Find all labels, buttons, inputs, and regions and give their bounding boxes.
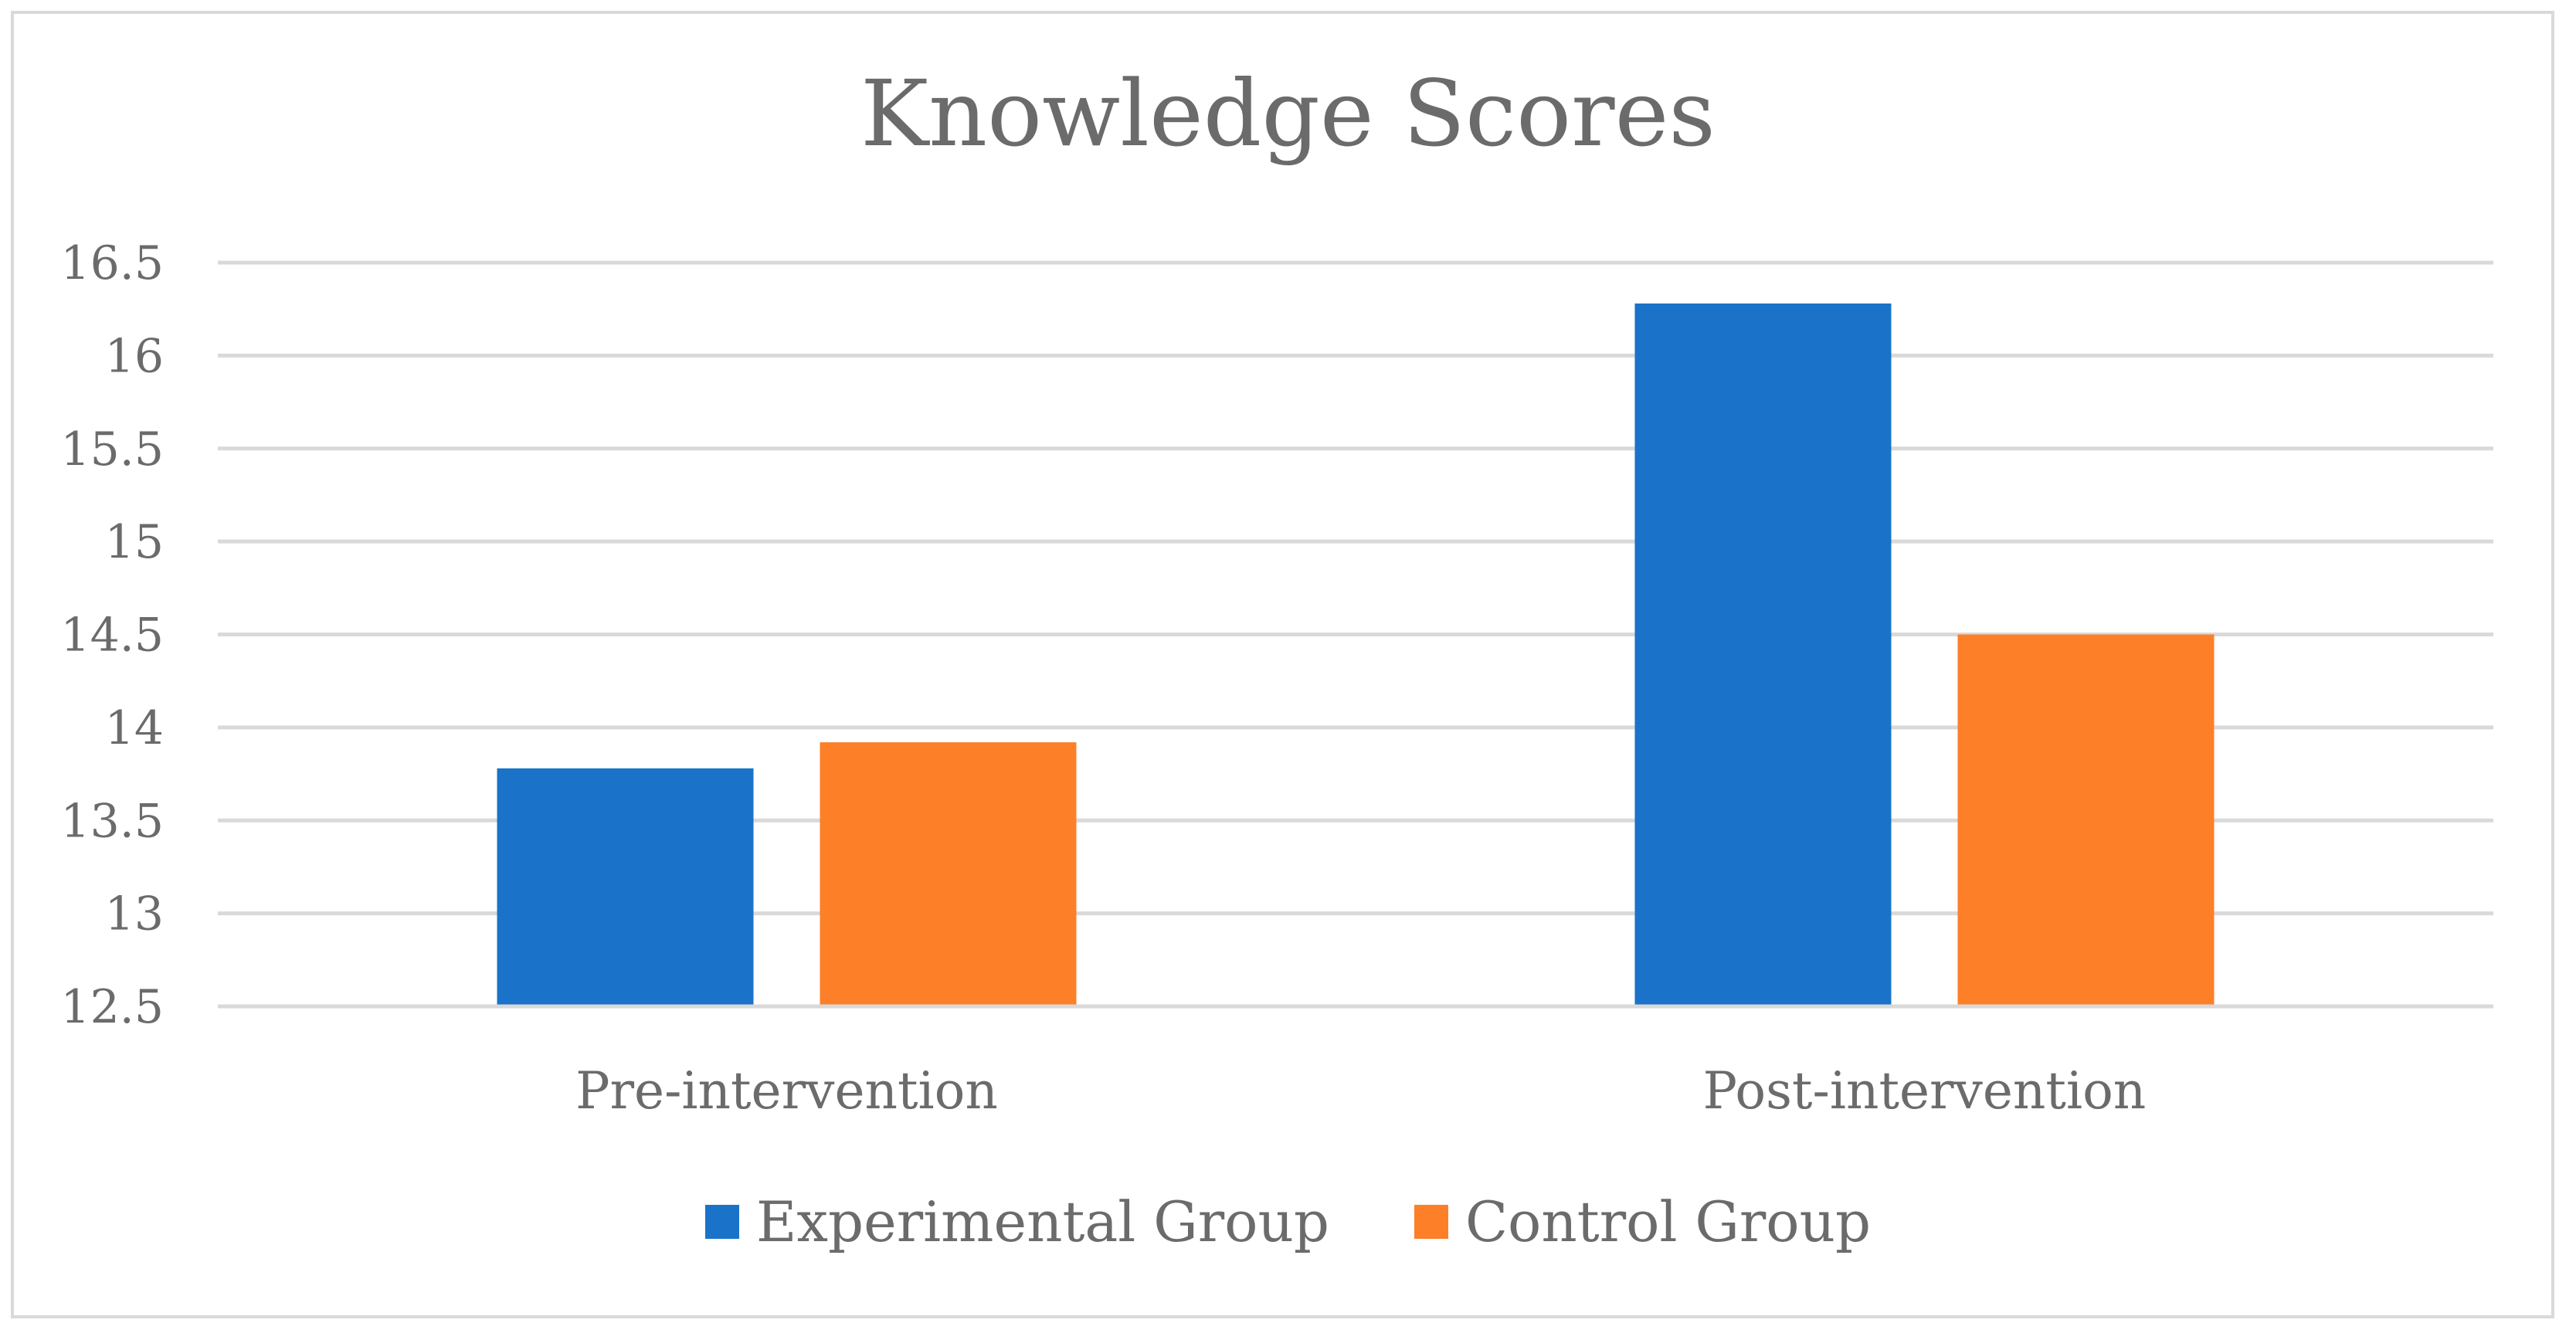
x-category-label: Post-intervention [1703, 1061, 2147, 1121]
legend-item-control: Control Group [1414, 1189, 1871, 1254]
legend-swatch-control [1414, 1205, 1448, 1239]
legend-swatch-experimental [704, 1205, 739, 1239]
y-tick-label: 16 [105, 329, 164, 383]
y-tick-label: 15 [105, 515, 164, 569]
y-tick-label: 12.5 [60, 980, 164, 1034]
x-category-label: Pre-intervention [575, 1061, 998, 1121]
y-axis-ticks: 12.5 13 13.5 14 14.5 15 15.5 16 16.5 [60, 236, 164, 1034]
legend: Experimental Group Control Group [0, 1189, 2576, 1254]
bar-control-pre [820, 742, 1077, 1006]
y-tick-label: 14 [105, 701, 164, 755]
bar-experimental-post [1634, 303, 1892, 1007]
y-tick-label: 14.5 [60, 609, 164, 663]
bar-control-post [1957, 634, 2215, 1006]
bar-experimental-pre [497, 768, 754, 1006]
y-tick-label: 13.5 [60, 794, 164, 848]
legend-label-experimental: Experimental Group [755, 1189, 1329, 1254]
bars [218, 303, 2493, 1009]
legend-item-experimental: Experimental Group [704, 1189, 1329, 1254]
chart-title: Knowledge Scores [860, 60, 1716, 167]
x-axis-categories: Pre-intervention Post-intervention [575, 1061, 2146, 1121]
legend-label-control: Control Group [1464, 1189, 1872, 1254]
y-tick-label: 16.5 [60, 236, 164, 290]
y-tick-label: 13 [105, 887, 164, 941]
y-tick-label: 15.5 [60, 422, 164, 477]
